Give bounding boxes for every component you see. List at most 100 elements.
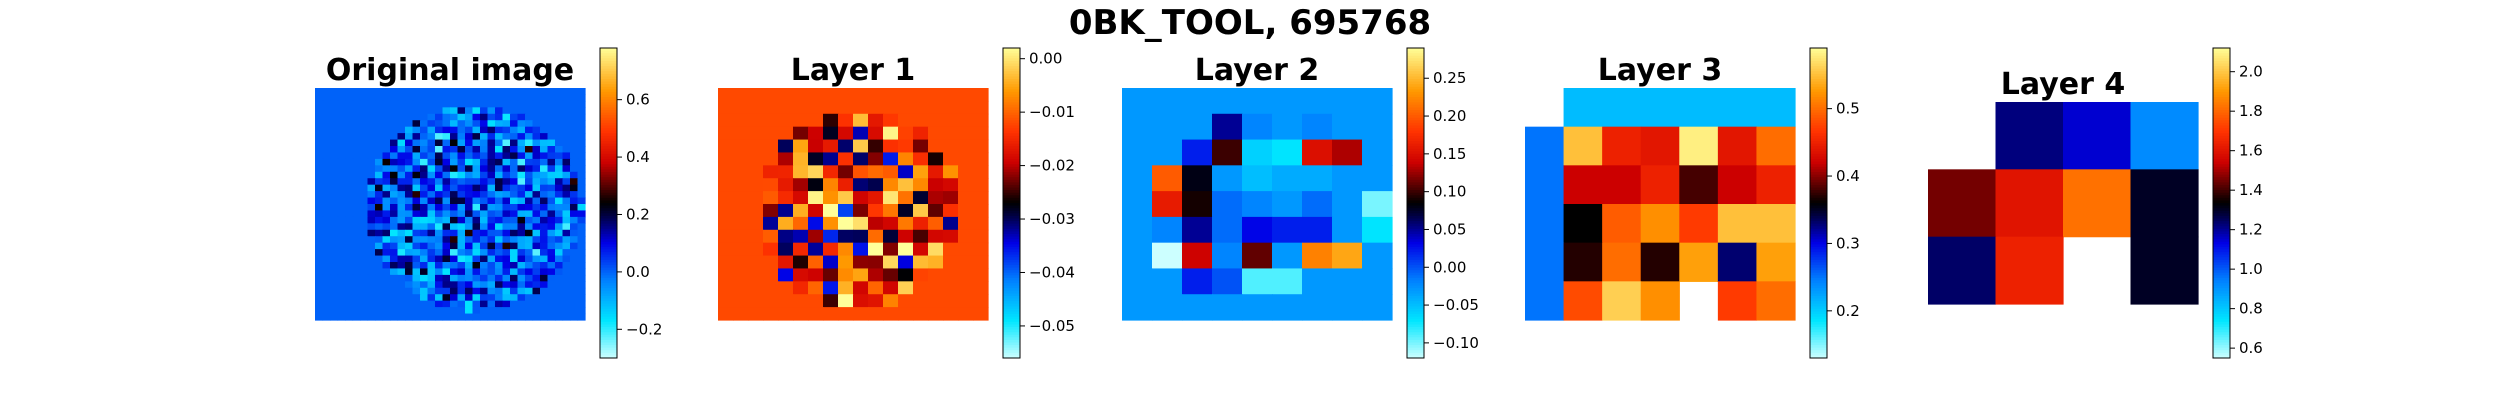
colorbar-segment	[1810, 86, 1827, 90]
heatmap-cell	[495, 236, 504, 244]
heatmap-cell	[457, 307, 466, 315]
colorbar-segment	[600, 283, 617, 287]
colorbar-segment	[2213, 327, 2230, 331]
heatmap-cell	[808, 242, 824, 257]
heatmap-cell	[1362, 191, 1393, 218]
colorbar-segment	[1810, 197, 1827, 201]
heatmap-cell	[517, 126, 526, 134]
heatmap-cell	[525, 216, 534, 224]
colorbar-segment	[1810, 76, 1827, 80]
colorbar-segment	[1407, 79, 1424, 83]
heatmap-cell	[420, 88, 429, 96]
colorbar-segment	[2213, 117, 2230, 121]
heatmap-cell	[457, 287, 466, 295]
heatmap-cell	[562, 191, 571, 199]
heatmap-cell	[375, 100, 384, 108]
heatmap-cell	[457, 255, 466, 263]
heatmap-cell	[1242, 216, 1273, 244]
heatmap-cell	[577, 313, 586, 321]
heatmap-cell	[1122, 216, 1153, 244]
heatmap-cell	[495, 223, 504, 231]
heatmap-cell	[823, 255, 839, 270]
colorbar-segment	[600, 277, 617, 281]
heatmap-cell	[853, 191, 869, 205]
heatmap-cell	[382, 133, 391, 141]
colorbar-segment	[600, 76, 617, 80]
heatmap-cell	[337, 249, 346, 257]
heatmap-cell	[540, 249, 549, 257]
heatmap-cell	[382, 158, 391, 166]
heatmap-cell	[853, 165, 869, 179]
heatmap-cell	[390, 178, 399, 186]
colorbar-segment	[1003, 293, 1020, 297]
colorbar-segment	[1003, 298, 1020, 302]
heatmap-cell	[973, 255, 989, 270]
heatmap-cell	[838, 294, 854, 308]
heatmap-cell	[1182, 113, 1213, 141]
heatmap-cell	[360, 158, 369, 166]
heatmap-cell	[330, 242, 339, 250]
heatmap-cell	[1602, 281, 1642, 321]
colorbar-segment	[1407, 215, 1424, 219]
heatmap-cell	[1212, 216, 1243, 244]
heatmap-cell	[412, 223, 421, 231]
colorbar-segment	[1003, 249, 1020, 253]
heatmap-cell	[495, 294, 504, 302]
heatmap-cell	[495, 255, 504, 263]
heatmap-cell	[973, 152, 989, 166]
heatmap-cell	[397, 255, 406, 263]
heatmap-cell	[382, 197, 391, 205]
colorbar-segment	[2213, 303, 2230, 307]
colorbar-segment	[600, 99, 617, 103]
heatmap-cell	[532, 197, 541, 205]
heatmap-cell	[570, 133, 579, 141]
heatmap-cell	[345, 281, 354, 289]
heatmap-cell	[517, 171, 526, 179]
colorbar-segment	[1407, 63, 1424, 67]
heatmap-cell	[390, 249, 399, 257]
heatmap-cell	[442, 229, 451, 237]
heatmap-cell	[322, 158, 331, 166]
colorbar-tick-label: −0.05	[1433, 296, 1479, 314]
heatmap-cell	[487, 223, 496, 231]
colorbar-tick-label: 1.0	[2239, 260, 2263, 278]
colorbar-segment	[2213, 184, 2230, 188]
colorbar-segment	[1810, 319, 1827, 323]
heatmap-cell	[973, 113, 989, 128]
heatmap-cell	[958, 165, 974, 179]
colorbar-segment	[600, 327, 617, 331]
heatmap-cell	[487, 313, 496, 321]
heatmap-cell	[532, 268, 541, 276]
colorbar-segment	[600, 355, 617, 359]
heatmap-cell	[793, 88, 809, 102]
colorbar-segment	[2213, 347, 2230, 351]
heatmap-cell	[337, 268, 346, 276]
heatmap-cell	[330, 274, 339, 282]
colorbar-segment	[1810, 138, 1827, 142]
heatmap-cell	[442, 120, 451, 128]
heatmap-cell	[562, 88, 571, 96]
heatmap-cell	[778, 242, 794, 257]
colorbar-segment	[2213, 241, 2230, 245]
heatmap-cell	[382, 210, 391, 218]
heatmap-cell	[555, 307, 564, 315]
heatmap-cell	[472, 133, 481, 141]
heatmap-cell	[435, 281, 444, 289]
colorbar-segment	[1407, 143, 1424, 147]
heatmap-cell	[457, 236, 466, 244]
panel-title: Original image	[326, 53, 574, 88]
heatmap-cell	[577, 165, 586, 173]
heatmap-cell	[330, 94, 339, 102]
heatmap-cell	[532, 255, 541, 263]
heatmap-cell	[1302, 191, 1333, 218]
heatmap-cell	[435, 229, 444, 237]
heatmap-cell	[502, 216, 511, 224]
heatmap-cell	[763, 88, 779, 102]
heatmap-cell	[322, 268, 331, 276]
heatmap-cell	[322, 307, 331, 315]
colorbar-segment	[2213, 280, 2230, 284]
colorbar-segment	[600, 226, 617, 230]
heatmap-cell	[397, 197, 406, 205]
heatmap-cell	[570, 307, 579, 315]
heatmap-cell	[442, 184, 451, 192]
